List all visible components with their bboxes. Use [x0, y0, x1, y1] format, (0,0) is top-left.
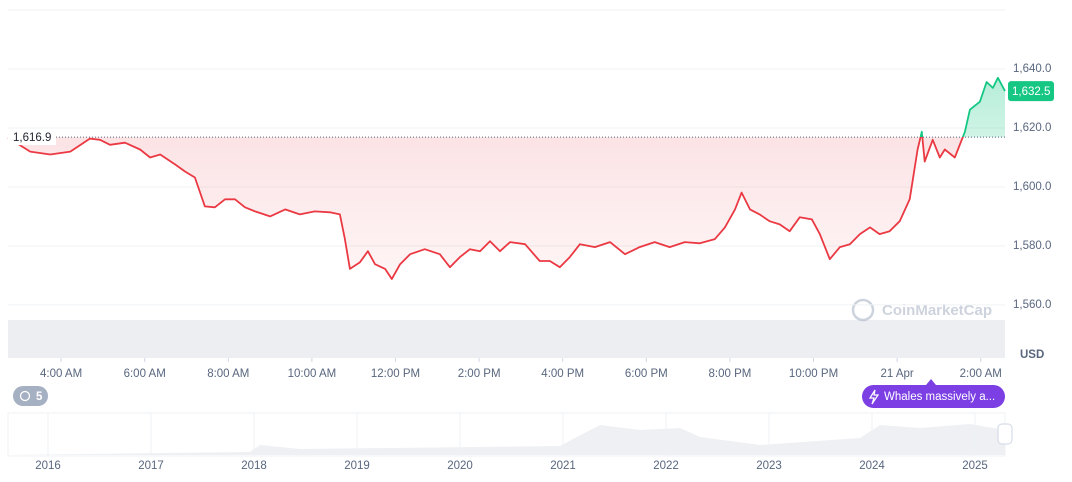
- baseline-label: 1,616.9: [13, 132, 51, 144]
- navigator-year: 2017: [138, 460, 164, 472]
- y-tick-label: 1,640.0: [1013, 63, 1051, 75]
- navigator-year: 2025: [962, 460, 988, 472]
- news-text[interactable]: Whales massively a...: [884, 391, 995, 403]
- price-area: [8, 77, 1005, 279]
- news-pill[interactable]: [862, 385, 1005, 408]
- navigator-year: 2020: [447, 460, 473, 472]
- navigator-year: 2019: [344, 460, 370, 472]
- price-line: [7, 76, 1006, 280]
- navigator-year: 2024: [859, 460, 885, 472]
- last-price-badge: [1008, 81, 1054, 102]
- x-tick-label: 10:00 AM: [288, 368, 337, 380]
- x-tick-label: 4:00 AM: [40, 368, 82, 380]
- x-tick-label: 2:00 PM: [458, 368, 501, 380]
- navigator-area: [8, 424, 1005, 455]
- watermark: CoinMarketCap: [851, 298, 992, 322]
- x-tick-label: 8:00 PM: [709, 368, 752, 380]
- last-price-label: 1,632.5: [1012, 86, 1050, 98]
- navigator-year: 2018: [241, 460, 267, 472]
- clock-icon: [19, 390, 31, 402]
- navigator-year: 2021: [550, 460, 576, 472]
- x-tick-label: 21 Apr: [881, 368, 914, 380]
- x-tick-label: 8:00 AM: [207, 368, 249, 380]
- y-tick-label: 1,600.0: [1013, 181, 1051, 193]
- events-badge[interactable]: 5: [13, 386, 48, 406]
- navigator-handle[interactable]: [997, 423, 1013, 445]
- y-tick-label: 1,560.0: [1013, 299, 1051, 311]
- navigator-year: 2016: [35, 460, 61, 472]
- y-tick-label: 1,580.0: [1013, 240, 1051, 252]
- navigator-year: 2023: [756, 460, 782, 472]
- watermark-text: CoinMarketCap: [882, 302, 992, 319]
- volume-bars: [8, 320, 1005, 358]
- x-tick-label: 6:00 AM: [124, 368, 166, 380]
- x-tick-label: 4:00 PM: [541, 368, 584, 380]
- events-count[interactable]: 5: [36, 391, 43, 403]
- x-tick-label: 6:00 PM: [625, 368, 668, 380]
- navigator[interactable]: 2016 2017 2018 2019 2020 2021 2022 2023 2024 2025: [7, 412, 1013, 472]
- navigator-year: 2022: [653, 460, 679, 472]
- x-tick-label: 2:00 AM: [960, 368, 1002, 380]
- news-pointer: [926, 379, 936, 385]
- x-tick-label: 12:00 PM: [371, 368, 420, 380]
- y-tick-label: 1,620.0: [1013, 122, 1051, 134]
- news-badge[interactable]: Whales massively a...: [862, 379, 1005, 408]
- bolt-icon: [868, 389, 880, 405]
- x-tick-label: 10:00 PM: [789, 368, 838, 380]
- baseline-label-bg: [8, 129, 56, 146]
- y-unit: USD: [1020, 349, 1044, 361]
- events-pill[interactable]: [13, 386, 48, 406]
